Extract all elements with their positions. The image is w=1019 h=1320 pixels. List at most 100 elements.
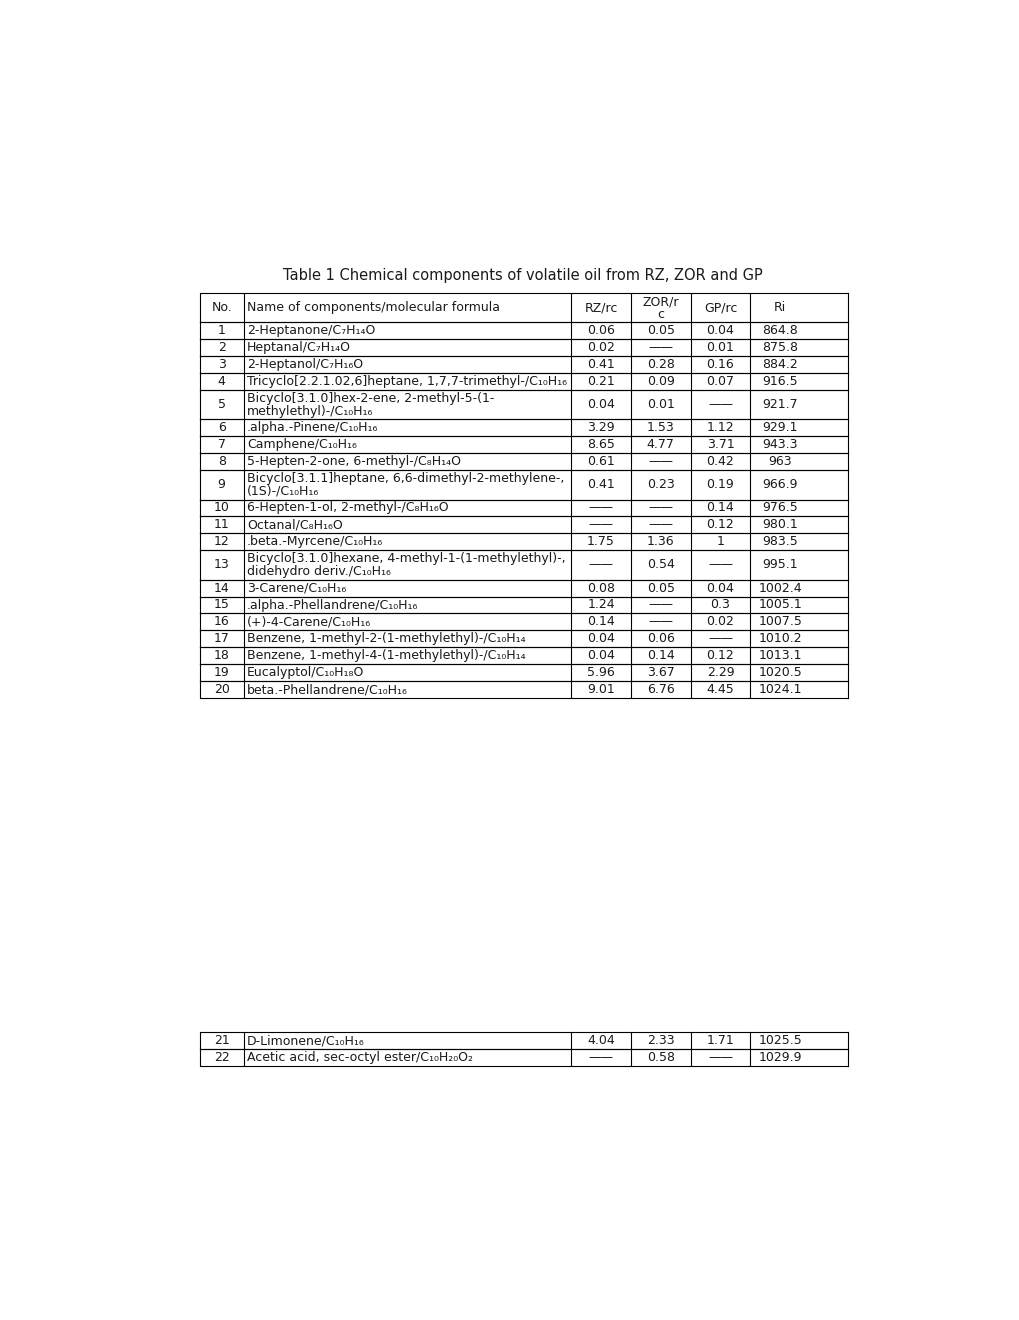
Text: GP/rc: GP/rc bbox=[703, 301, 737, 314]
Text: 980.1: 980.1 bbox=[761, 519, 797, 532]
Text: 1.71: 1.71 bbox=[706, 1035, 734, 1047]
Text: 929.1: 929.1 bbox=[761, 421, 797, 434]
Text: 0.01: 0.01 bbox=[646, 399, 674, 412]
Text: 9: 9 bbox=[217, 478, 225, 491]
Text: 6.76: 6.76 bbox=[646, 684, 674, 696]
Text: 4.04: 4.04 bbox=[587, 1035, 614, 1047]
Text: 0.08: 0.08 bbox=[587, 582, 614, 594]
Text: 3.29: 3.29 bbox=[587, 421, 614, 434]
Text: ——: —— bbox=[707, 558, 733, 572]
Text: 1005.1: 1005.1 bbox=[757, 598, 801, 611]
Text: 10: 10 bbox=[214, 502, 229, 515]
Text: 2: 2 bbox=[217, 342, 225, 354]
Text: ——: —— bbox=[648, 342, 673, 354]
Text: 17: 17 bbox=[214, 632, 229, 645]
Text: 1: 1 bbox=[715, 536, 723, 548]
Text: 0.12: 0.12 bbox=[706, 649, 734, 663]
Text: 0.06: 0.06 bbox=[587, 325, 614, 338]
Text: 19: 19 bbox=[214, 667, 229, 680]
Text: 0.21: 0.21 bbox=[587, 375, 614, 388]
Text: Bicyclo[3.1.0]hex-2-ene, 2-methyl-5-(1-: Bicyclo[3.1.0]hex-2-ene, 2-methyl-5-(1- bbox=[247, 392, 493, 405]
Text: ——: —— bbox=[588, 519, 613, 532]
Text: 0.04: 0.04 bbox=[587, 632, 614, 645]
Text: Tricyclo[2.2.1.02,6]heptane, 1,7,7-trimethyl-/C₁₀H₁₆: Tricyclo[2.2.1.02,6]heptane, 1,7,7-trime… bbox=[247, 375, 567, 388]
Text: 921.7: 921.7 bbox=[761, 399, 797, 412]
Text: 22: 22 bbox=[214, 1051, 229, 1064]
Text: 916.5: 916.5 bbox=[761, 375, 797, 388]
Text: ——: —— bbox=[648, 598, 673, 611]
Text: 1025.5: 1025.5 bbox=[757, 1035, 801, 1047]
Text: 0.54: 0.54 bbox=[646, 558, 674, 572]
Text: 0.09: 0.09 bbox=[646, 375, 674, 388]
Text: 0.41: 0.41 bbox=[587, 478, 614, 491]
Text: 3: 3 bbox=[217, 358, 225, 371]
Text: 13: 13 bbox=[214, 558, 229, 572]
Text: (+)-4-Carene/C₁₀H₁₆: (+)-4-Carene/C₁₀H₁₆ bbox=[247, 615, 371, 628]
Text: 6: 6 bbox=[217, 421, 225, 434]
Text: 2-Heptanol/C₇H₁₆O: 2-Heptanol/C₇H₁₆O bbox=[247, 358, 363, 371]
Text: 0.04: 0.04 bbox=[706, 325, 734, 338]
Text: 995.1: 995.1 bbox=[761, 558, 797, 572]
Text: 1013.1: 1013.1 bbox=[758, 649, 801, 663]
Text: methylethyl)-/C₁₀H₁₆: methylethyl)-/C₁₀H₁₆ bbox=[247, 405, 373, 417]
Text: ——: —— bbox=[588, 502, 613, 515]
Text: 0.07: 0.07 bbox=[706, 375, 734, 388]
Text: 0.04: 0.04 bbox=[587, 399, 614, 412]
Text: 0.01: 0.01 bbox=[706, 342, 734, 354]
Text: 875.8: 875.8 bbox=[761, 342, 797, 354]
Text: .beta.-Myrcene/C₁₀H₁₆: .beta.-Myrcene/C₁₀H₁₆ bbox=[247, 536, 383, 548]
Text: 2.29: 2.29 bbox=[706, 667, 734, 680]
Text: 5: 5 bbox=[217, 399, 225, 412]
Text: RZ/rc: RZ/rc bbox=[584, 301, 618, 314]
Text: 4: 4 bbox=[217, 375, 225, 388]
Text: 3.67: 3.67 bbox=[646, 667, 674, 680]
Text: 12: 12 bbox=[214, 536, 229, 548]
Text: Bicyclo[3.1.0]hexane, 4-methyl-1-(1-methylethyl)-,: Bicyclo[3.1.0]hexane, 4-methyl-1-(1-meth… bbox=[247, 552, 565, 565]
Text: 2.33: 2.33 bbox=[646, 1035, 674, 1047]
Text: 0.06: 0.06 bbox=[646, 632, 674, 645]
Text: 8.65: 8.65 bbox=[587, 438, 614, 451]
Text: .alpha.-Phellandrene/C₁₀H₁₆: .alpha.-Phellandrene/C₁₀H₁₆ bbox=[247, 598, 418, 611]
Text: Bicyclo[3.1.1]heptane, 6,6-dimethyl-2-methylene-,: Bicyclo[3.1.1]heptane, 6,6-dimethyl-2-me… bbox=[247, 473, 564, 484]
Text: ZOR/r: ZOR/r bbox=[642, 296, 679, 309]
Text: Acetic acid, sec-octyl ester/C₁₀H₂₀O₂: Acetic acid, sec-octyl ester/C₁₀H₂₀O₂ bbox=[247, 1051, 473, 1064]
Text: D-Limonene/C₁₀H₁₆: D-Limonene/C₁₀H₁₆ bbox=[247, 1035, 364, 1047]
Text: 0.41: 0.41 bbox=[587, 358, 614, 371]
Text: 20: 20 bbox=[214, 684, 229, 696]
Text: 966.9: 966.9 bbox=[761, 478, 797, 491]
Text: 15: 15 bbox=[214, 598, 229, 611]
Text: 0.3: 0.3 bbox=[710, 598, 730, 611]
Text: 0.19: 0.19 bbox=[706, 478, 734, 491]
Text: ——: —— bbox=[648, 519, 673, 532]
Text: 0.05: 0.05 bbox=[646, 582, 675, 594]
Text: Ri: Ri bbox=[773, 301, 786, 314]
Text: beta.-Phellandrene/C₁₀H₁₆: beta.-Phellandrene/C₁₀H₁₆ bbox=[247, 684, 408, 696]
Text: 1: 1 bbox=[217, 325, 225, 338]
Text: 3-Carene/C₁₀H₁₆: 3-Carene/C₁₀H₁₆ bbox=[247, 582, 345, 594]
Text: .alpha.-Pinene/C₁₀H₁₆: .alpha.-Pinene/C₁₀H₁₆ bbox=[247, 421, 378, 434]
Text: 0.58: 0.58 bbox=[646, 1051, 675, 1064]
Text: 4.45: 4.45 bbox=[706, 684, 734, 696]
Text: Benzene, 1-methyl-2-(1-methylethyl)-/C₁₀H₁₄: Benzene, 1-methyl-2-(1-methylethyl)-/C₁₀… bbox=[247, 632, 525, 645]
Text: Name of components/molecular formula: Name of components/molecular formula bbox=[247, 301, 499, 314]
Text: 1007.5: 1007.5 bbox=[757, 615, 801, 628]
Text: 0.28: 0.28 bbox=[646, 358, 674, 371]
Text: 884.2: 884.2 bbox=[761, 358, 797, 371]
Text: 976.5: 976.5 bbox=[761, 502, 797, 515]
Text: 1002.4: 1002.4 bbox=[757, 582, 801, 594]
Text: 0.04: 0.04 bbox=[706, 582, 734, 594]
Text: 5-Hepten-2-one, 6-methyl-/C₈H₁₄O: 5-Hepten-2-one, 6-methyl-/C₈H₁₄O bbox=[247, 455, 461, 469]
Text: 9.01: 9.01 bbox=[587, 684, 614, 696]
Text: 0.14: 0.14 bbox=[587, 615, 614, 628]
Text: 0.02: 0.02 bbox=[706, 615, 734, 628]
Text: 2-Heptanone/C₇H₁₄O: 2-Heptanone/C₇H₁₄O bbox=[247, 325, 375, 338]
Text: 0.14: 0.14 bbox=[706, 502, 734, 515]
Text: 0.16: 0.16 bbox=[706, 358, 734, 371]
Text: ——: —— bbox=[707, 1051, 733, 1064]
Text: 1.53: 1.53 bbox=[646, 421, 674, 434]
Text: 3.71: 3.71 bbox=[706, 438, 734, 451]
Text: 864.8: 864.8 bbox=[761, 325, 797, 338]
Text: 1010.2: 1010.2 bbox=[757, 632, 801, 645]
Text: 11: 11 bbox=[214, 519, 229, 532]
Text: c: c bbox=[656, 308, 663, 321]
